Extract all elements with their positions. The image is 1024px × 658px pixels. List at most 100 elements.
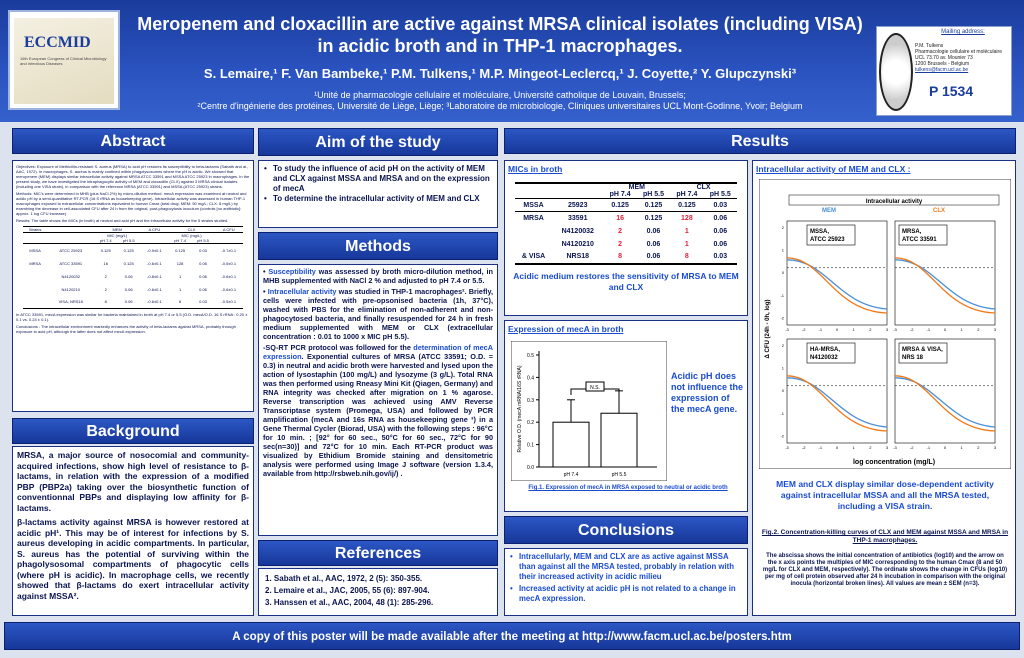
intra-ytick: 2 xyxy=(782,225,785,230)
intra-xtick: -2 xyxy=(802,445,806,450)
intra-xtick: -2 xyxy=(910,445,914,450)
intra-xtick: 0 xyxy=(836,327,839,332)
affiliation-2: ²Centre d'ingénierie des protéines, Univ… xyxy=(197,101,803,111)
intra-xtick: 2 xyxy=(869,327,872,332)
intra-chart-title: Intracellular activity xyxy=(866,199,923,205)
intra-panel-label-box xyxy=(898,224,948,246)
meca-bar xyxy=(600,412,638,468)
references-heading: References xyxy=(258,540,498,566)
meca-annotation: N.S. xyxy=(590,385,600,391)
reference-item: 2. Lemaire et al., JAC, 2005, 55 (6): 89… xyxy=(265,586,430,595)
meca-ns-box xyxy=(585,381,605,392)
intra-xtick: 1 xyxy=(853,445,856,450)
intra-xtick: -2 xyxy=(910,327,914,332)
logo-sub: 16th European Congress of Clinical Micro… xyxy=(20,56,107,66)
background-p2: β-lactams activity against MRSA is howev… xyxy=(17,517,249,601)
meca-bar-chart: 0.0 0.1 0.2 0.3 0.4 0.5 pH 7.4 pH 5.5 N.S. Relat… xyxy=(511,341,667,481)
clx-curve xyxy=(786,375,888,432)
poster-header xyxy=(0,0,1024,122)
mic-title: MICs in broth xyxy=(508,164,563,174)
results-heading: Results xyxy=(504,128,1016,154)
intra-xtick: 1 xyxy=(961,445,964,450)
intra-xtick: -3 xyxy=(893,327,897,332)
footer-banner: A copy of this poster will be made avail… xyxy=(4,622,1020,650)
conclusions-heading: Conclusions xyxy=(504,516,748,544)
mic-table: MEM CLX pH 7.4 pH 5.5 pH 7.4 pH 5.5 MSSA 2592… xyxy=(515,182,737,265)
meca-ytick-label: 0.0 xyxy=(527,465,534,471)
abstract-note: In ATCC 33591, mecA expression was simil… xyxy=(16,312,248,322)
reference-item: 3. Hanssen et al., AAC, 2004, 48 (1): 28… xyxy=(265,598,434,607)
methods-heading: Methods xyxy=(258,232,498,260)
intra-ytick: 0 xyxy=(782,270,785,275)
abstract-objectives: Objectives: Exposure of Methicillin-resi… xyxy=(16,164,250,189)
poster-number: P 1534 xyxy=(929,83,974,99)
mem-curve xyxy=(894,377,996,428)
intra-xtick: 1 xyxy=(853,327,856,332)
eccmid-logo: ECCMID 16th European Congress of Clinica… xyxy=(8,10,120,110)
methods-box: • Susceptibility was assessed by broth m… xyxy=(258,264,498,536)
intra-xtick: -1 xyxy=(819,327,823,332)
intra-xtick: -3 xyxy=(893,445,897,450)
logo-text: ECCMID xyxy=(24,34,91,51)
intra-xtick: 3 xyxy=(994,445,997,450)
intra-xtick: -2 xyxy=(802,327,806,332)
intra-panel-label: NRS 18 xyxy=(902,355,924,361)
abstract-table: Strains MEM Δ CFU CLX Δ CFU MIC (mg/L) MIC (m… xyxy=(23,226,243,309)
meca-ytick-label: 0.3 xyxy=(527,398,534,404)
intra-xtick: 2 xyxy=(869,445,872,450)
intra-ytick: 1 xyxy=(782,248,785,253)
poster-title-line1: Meropenem and cloxacillin are active aga… xyxy=(137,14,863,34)
intra-xtick: 0 xyxy=(944,445,947,450)
aim-item-2: • To determine the intracellular activity… xyxy=(264,194,480,203)
methods-pcr: -SQ-RT PCR protocol was followed for the… xyxy=(263,343,494,478)
intra-xtick: 0 xyxy=(944,327,947,332)
intra-ytick: 0 xyxy=(782,388,785,393)
university-seal-icon xyxy=(879,33,913,111)
intra-panel xyxy=(894,220,996,326)
mem-curve xyxy=(786,377,888,428)
authors: S. Lemaire,¹ F. Van Bambeke,¹ P.M. Tulke… xyxy=(203,66,797,81)
intra-title: Intracellular activity of MEM and CLX : xyxy=(756,164,911,174)
intra-xtick: 3 xyxy=(886,445,889,450)
aim-heading: Aim of the study xyxy=(258,128,498,156)
intra-xtick: 2 xyxy=(977,445,980,450)
clx-curve xyxy=(894,257,996,314)
intra-caption: MEM and CLX display similar dose-depende… xyxy=(776,479,994,511)
methods-susceptibility: • Susceptibility was assessed by broth m… xyxy=(263,267,493,285)
abstract-heading: Abstract xyxy=(12,128,254,154)
meca-ylabel: Relative O.D. (mecA mRNA/16S rRNA) xyxy=(517,365,523,452)
intra-ytick: -1 xyxy=(780,293,784,298)
meca-xlabel: pH 5.5 xyxy=(612,472,627,478)
background-heading: Background xyxy=(12,418,254,444)
clx-curve xyxy=(786,257,888,314)
abstract-methods: Methods: MIC's were determined in MHB (p… xyxy=(16,191,247,216)
abstract-box: Objectives: Exposure of Methicillin-resi… xyxy=(12,160,254,412)
intra-panel-label: ATCC 25923 xyxy=(810,237,845,243)
mailing-title: Mailing address: xyxy=(941,29,985,35)
mailing-lines: P.M. Tulkens Pharmacologie cellulaire et … xyxy=(915,43,1011,73)
abstract-results: Results: The table shows the MICs (in br… xyxy=(16,218,229,223)
meca-bar xyxy=(552,421,590,468)
meca-xlabel: pH 7.4 xyxy=(564,472,579,478)
clx-curve xyxy=(894,375,996,432)
intra-panel-label: N4120032 xyxy=(810,355,838,361)
aim-item-1: • To study the influence of acid pH on th… xyxy=(264,164,490,193)
intra-xtick: -3 xyxy=(785,327,789,332)
intra-xtick: -1 xyxy=(927,445,931,450)
conclusion-item: • Intracellularly, MEM and CLX are as act… xyxy=(510,552,735,581)
intra-ytick: -2 xyxy=(780,315,784,320)
intra-panel-label: MSSA, xyxy=(810,229,829,235)
mailing-email-link[interactable]: tulkens@facm.ucl.ac.be xyxy=(915,67,969,73)
intra-xtick: 3 xyxy=(994,327,997,332)
meca-ytick-label: 0.2 xyxy=(527,420,534,426)
poster-title-line2: in acidic broth and in THP-1 macrophages… xyxy=(317,36,683,56)
intra-xtick: -1 xyxy=(819,445,823,450)
fig2-title: Fig.2. Concentration-killing curves of C… xyxy=(761,529,1009,544)
mic-box: MICs in broth MEM CLX pH 7.4 pH 5.5 pH 7.4 p… xyxy=(504,160,748,316)
intra-panel-label: MRSA & VISA, xyxy=(902,347,943,353)
intra-panel xyxy=(894,338,996,444)
intra-panel xyxy=(786,220,888,326)
affiliation-1: ¹Unité de pharmacologie cellulaire et mo… xyxy=(314,90,686,100)
intra-panel-label-box xyxy=(806,342,856,364)
intra-panel xyxy=(786,338,888,444)
